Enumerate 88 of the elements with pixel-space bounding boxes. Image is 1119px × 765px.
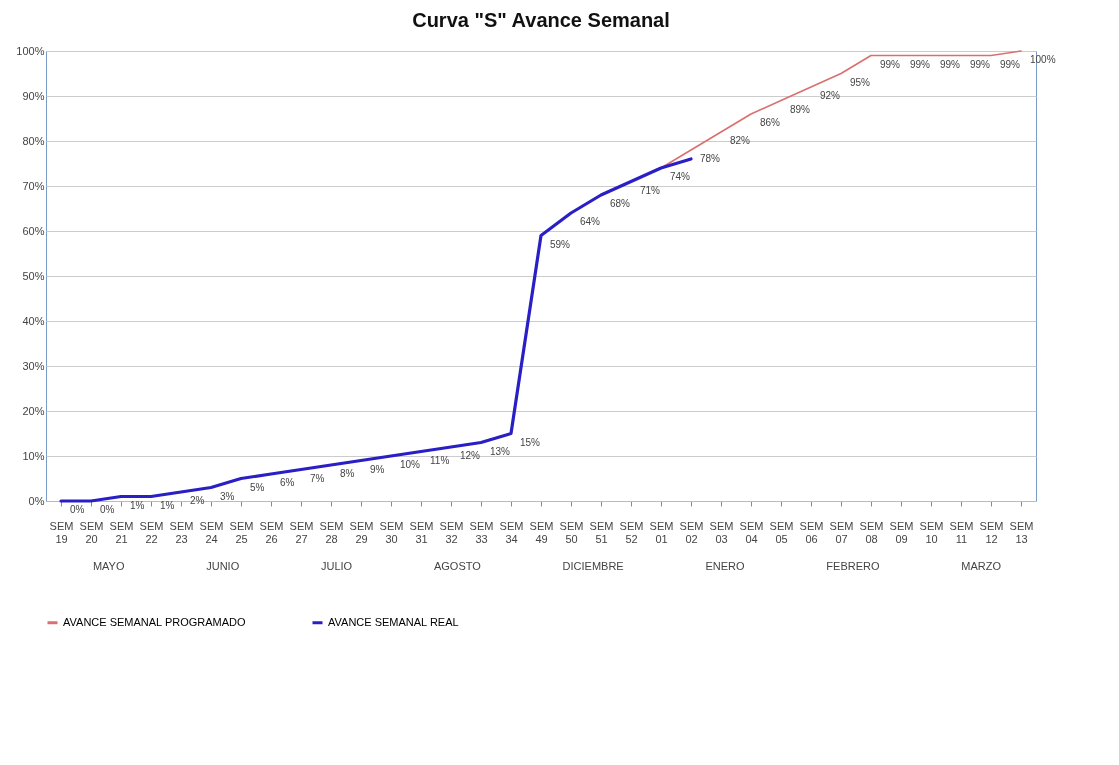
data-label: 86% bbox=[760, 117, 781, 128]
x-tick-label: SEM 25 bbox=[229, 519, 254, 545]
data-label: 68% bbox=[610, 198, 631, 209]
x-tick-label: SEM 07 bbox=[829, 519, 854, 545]
x-tick-label: SEM 50 bbox=[559, 519, 584, 545]
data-label: 89% bbox=[790, 103, 811, 115]
x-tick-label: SEM 09 bbox=[889, 519, 914, 545]
x-tick-label: SEM 04 bbox=[739, 519, 764, 545]
x-tick-label: SEM 30 bbox=[379, 519, 404, 545]
line-series bbox=[59, 157, 693, 503]
text: AGOSTO bbox=[433, 560, 481, 572]
y-tick-label: 80% bbox=[22, 134, 45, 147]
y-tick-label: 20% bbox=[22, 404, 45, 417]
text: ENERO bbox=[705, 560, 745, 572]
y-tick-label: 0% bbox=[28, 494, 45, 507]
data-label: 99% bbox=[880, 58, 901, 70]
x-tick-label: SEM 19 bbox=[49, 519, 74, 545]
y-tick-label: 10% bbox=[22, 449, 45, 462]
x-tick-label: SEM 01 bbox=[649, 519, 674, 545]
data-label: 0% bbox=[100, 504, 115, 515]
legend-label: AVANCE SEMANAL REAL bbox=[328, 615, 459, 628]
x-tick-label: SEM 03 bbox=[709, 519, 734, 545]
y-tick-label: 60% bbox=[22, 224, 45, 237]
x-tick-label: SEM 11 bbox=[949, 519, 974, 545]
y-tick-label: 30% bbox=[22, 359, 45, 372]
x-tick-label: SEM 22 bbox=[139, 519, 164, 545]
chart-title: Curva "S" Avance Semanal bbox=[412, 9, 670, 31]
x-tick-label: SEM 13 bbox=[1009, 519, 1034, 545]
data-label: 2% bbox=[190, 495, 205, 506]
legend-label: AVANCE SEMANAL PROGRAMADO bbox=[63, 615, 246, 628]
data-label: 15% bbox=[520, 436, 541, 448]
data-label: 82% bbox=[730, 135, 751, 146]
data-label: 59% bbox=[550, 238, 571, 250]
x-tick-label: SEM 51 bbox=[589, 519, 614, 545]
data-label: 74% bbox=[670, 171, 691, 182]
data-label: 11% bbox=[430, 454, 450, 466]
data-label: 5% bbox=[250, 481, 265, 493]
data-label: 0% bbox=[70, 504, 85, 515]
data-label: 3% bbox=[220, 490, 235, 502]
data-label: 13% bbox=[490, 445, 511, 457]
y-tick-label: 70% bbox=[22, 179, 45, 192]
x-tick-label: SEM 12 bbox=[979, 519, 1004, 545]
x-tick-label: SEM 29 bbox=[349, 519, 374, 545]
x-tick-label: SEM 10 bbox=[919, 519, 944, 545]
x-tick-label: SEM 34 bbox=[499, 519, 524, 545]
x-tick-label: SEM 02 bbox=[679, 519, 704, 545]
data-label: 99% bbox=[910, 58, 931, 70]
text: MAYO bbox=[92, 560, 125, 572]
y-tick-label: 50% bbox=[22, 269, 45, 282]
x-tick-label: SEM 31 bbox=[409, 519, 434, 545]
text: DICIEMBRE bbox=[562, 560, 624, 572]
data-label: 8% bbox=[340, 468, 355, 479]
data-label: 78% bbox=[700, 153, 721, 164]
y-tick-label: 90% bbox=[22, 89, 45, 102]
text: MARZO bbox=[961, 560, 1002, 572]
data-label: 10% bbox=[400, 459, 421, 470]
x-tick-label: SEM 20 bbox=[79, 519, 104, 545]
x-tick-label: SEM 49 bbox=[529, 519, 554, 545]
x-tick-label: SEM 24 bbox=[199, 519, 224, 545]
data-label: 1% bbox=[160, 499, 175, 511]
data-label: 71% bbox=[640, 184, 661, 196]
data-label: 99% bbox=[940, 58, 961, 70]
data-label: 92% bbox=[820, 90, 841, 101]
x-tick-label: SEM 05 bbox=[769, 519, 794, 545]
x-tick-label: SEM 26 bbox=[259, 519, 284, 545]
data-label: 7% bbox=[310, 472, 325, 484]
y-tick-label: 40% bbox=[22, 314, 45, 327]
data-label: 6% bbox=[280, 477, 295, 488]
data-label: 99% bbox=[970, 58, 991, 70]
x-tick-label: SEM 23 bbox=[169, 519, 194, 545]
x-tick-label: SEM 33 bbox=[469, 519, 494, 545]
data-label: 12% bbox=[460, 450, 481, 461]
x-tick-label: SEM 21 bbox=[109, 519, 134, 545]
text: FEBRERO bbox=[826, 560, 880, 572]
y-tick-label: 100% bbox=[16, 44, 45, 57]
text: JUNIO bbox=[206, 560, 240, 572]
x-tick-label: SEM 32 bbox=[439, 519, 464, 545]
data-label: 64% bbox=[580, 216, 601, 227]
data-label: 95% bbox=[850, 76, 871, 88]
x-tick-label: SEM 06 bbox=[799, 519, 824, 545]
data-label: 9% bbox=[370, 463, 385, 475]
text: JULIO bbox=[320, 560, 353, 572]
data-label: 1% bbox=[130, 499, 145, 511]
x-tick-label: SEM 08 bbox=[859, 519, 884, 545]
x-tick-label: SEM 28 bbox=[319, 519, 344, 545]
data-label: 99% bbox=[1000, 58, 1021, 70]
x-tick-label: SEM 52 bbox=[619, 519, 644, 545]
x-tick-label: SEM 27 bbox=[289, 519, 314, 545]
